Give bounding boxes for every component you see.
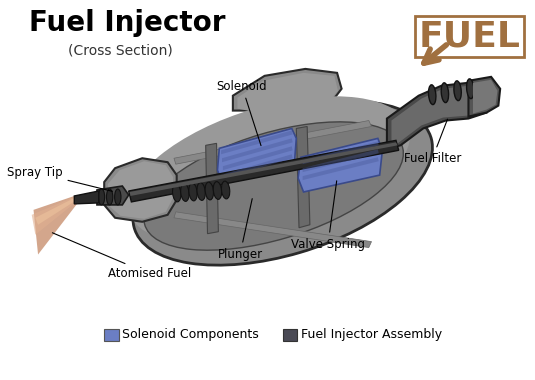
Polygon shape [303,157,379,180]
Text: Plunger: Plunger [218,199,263,261]
Bar [282,329,297,341]
Polygon shape [34,196,77,255]
Polygon shape [303,149,379,172]
Ellipse shape [98,189,105,205]
Text: Valve Spring: Valve Spring [291,181,365,251]
Polygon shape [296,127,310,228]
Ellipse shape [197,183,205,200]
Ellipse shape [213,182,221,200]
Ellipse shape [181,184,189,201]
Ellipse shape [106,189,113,205]
Polygon shape [174,212,371,248]
Polygon shape [217,128,296,182]
Text: (Cross Section): (Cross Section) [68,43,173,57]
Ellipse shape [441,83,449,103]
Polygon shape [97,186,128,205]
Text: Solenoid: Solenoid [217,80,268,146]
Ellipse shape [467,79,474,99]
Ellipse shape [144,122,403,250]
Polygon shape [74,191,99,204]
Ellipse shape [429,85,436,104]
Polygon shape [128,140,399,202]
Ellipse shape [454,81,461,101]
Ellipse shape [114,189,121,205]
Polygon shape [298,138,383,192]
Polygon shape [387,83,491,148]
Polygon shape [224,154,293,178]
Text: Fuel Filter: Fuel Filter [403,119,461,165]
Text: Fuel Injector: Fuel Injector [29,10,225,37]
Bar [104,329,119,341]
Polygon shape [174,120,371,164]
Polygon shape [233,69,342,111]
Polygon shape [32,197,76,235]
Polygon shape [222,138,293,162]
Ellipse shape [221,181,230,199]
Polygon shape [392,86,487,146]
Polygon shape [205,143,218,234]
Polygon shape [221,130,293,154]
Polygon shape [473,80,498,114]
Text: Solenoid Components: Solenoid Components [123,328,259,342]
Ellipse shape [128,96,410,244]
Text: FUEL: FUEL [418,19,521,53]
Polygon shape [469,77,500,117]
Ellipse shape [205,182,213,200]
Ellipse shape [172,184,181,202]
Ellipse shape [189,183,197,201]
Ellipse shape [133,101,432,265]
Polygon shape [35,198,75,225]
Polygon shape [104,158,177,222]
Text: Atomised Fuel: Atomised Fuel [52,233,191,280]
Polygon shape [303,141,379,164]
Polygon shape [238,73,338,112]
Polygon shape [108,161,173,219]
Text: Fuel Injector Assembly: Fuel Injector Assembly [301,328,442,342]
Text: Spray Tip: Spray Tip [7,166,112,191]
Polygon shape [129,142,398,196]
Polygon shape [223,146,293,170]
